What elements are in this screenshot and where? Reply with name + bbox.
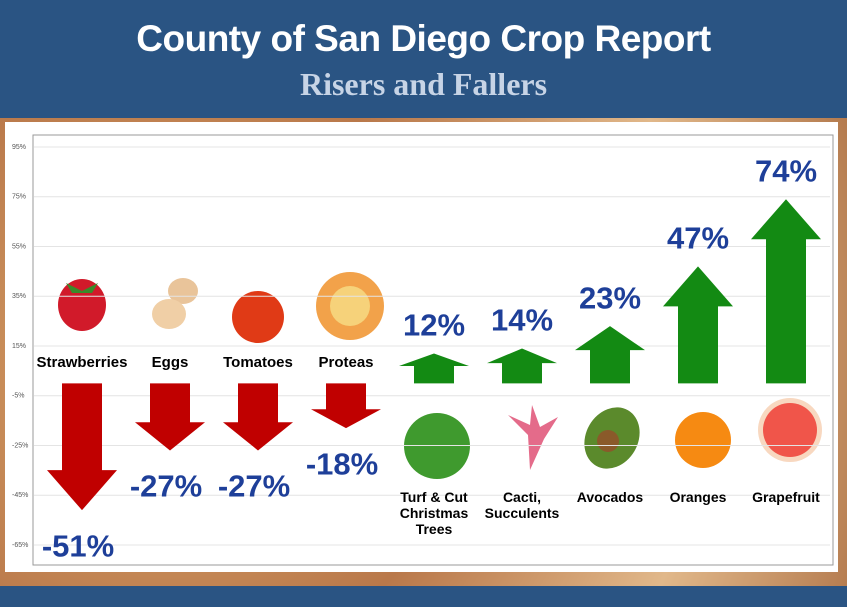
category-label: Strawberries — [36, 354, 128, 371]
arrow — [311, 383, 381, 429]
category-label: Avocados — [576, 489, 644, 505]
category-label: Oranges — [669, 489, 727, 505]
value-label: -27% — [218, 469, 290, 504]
category-label: Turf & Cut Christmas Trees — [399, 489, 469, 537]
arrow — [751, 199, 821, 384]
category-label: Tomatoes — [223, 354, 293, 371]
value-label: 12% — [403, 308, 465, 343]
plot-frame — [32, 134, 834, 566]
y-tick-label: 95% — [12, 144, 26, 151]
avocado-pit — [597, 430, 619, 452]
y-tick-label: -5% — [12, 393, 24, 400]
arrow — [223, 383, 293, 451]
category-label: Grapefruit — [752, 489, 820, 505]
protea-center — [330, 286, 370, 326]
category-label: Cacti, Succulents — [484, 489, 560, 521]
strawberry-leaves — [66, 283, 98, 293]
orange-image — [675, 412, 731, 468]
arrow — [135, 383, 205, 451]
value-label: 74% — [755, 153, 817, 188]
y-tick-label: -25% — [12, 442, 28, 449]
arrow — [663, 266, 733, 384]
strawberry-image — [58, 279, 106, 331]
y-tick-label: 55% — [12, 243, 26, 250]
egg-image — [152, 299, 186, 329]
y-tick-label: -45% — [12, 492, 28, 499]
arrow — [399, 353, 469, 384]
y-tick-label: 15% — [12, 343, 26, 350]
y-tick-label: 75% — [12, 194, 26, 201]
footer — [0, 586, 847, 607]
title: County of San Diego Crop Report — [136, 18, 711, 59]
arrow — [487, 348, 557, 384]
value-label: 47% — [667, 221, 729, 256]
y-tick-label: 35% — [12, 293, 26, 300]
grapefruit-flesh — [763, 403, 817, 457]
subtitle: Risers and Fallers — [299, 66, 548, 102]
value-label: -18% — [306, 446, 378, 481]
cacti-image — [508, 405, 558, 470]
category-label: Eggs — [151, 354, 189, 371]
value-label: 14% — [491, 303, 553, 338]
value-label: -27% — [130, 469, 202, 504]
tomato-image — [232, 291, 284, 343]
egg-image — [168, 278, 198, 304]
y-tick-label: -65% — [12, 542, 28, 549]
header — [0, 0, 847, 118]
arrow — [47, 383, 117, 511]
arrow — [575, 326, 645, 384]
category-label: Proteas — [318, 354, 374, 371]
value-label: -51% — [42, 528, 114, 563]
value-label: 23% — [579, 280, 641, 315]
